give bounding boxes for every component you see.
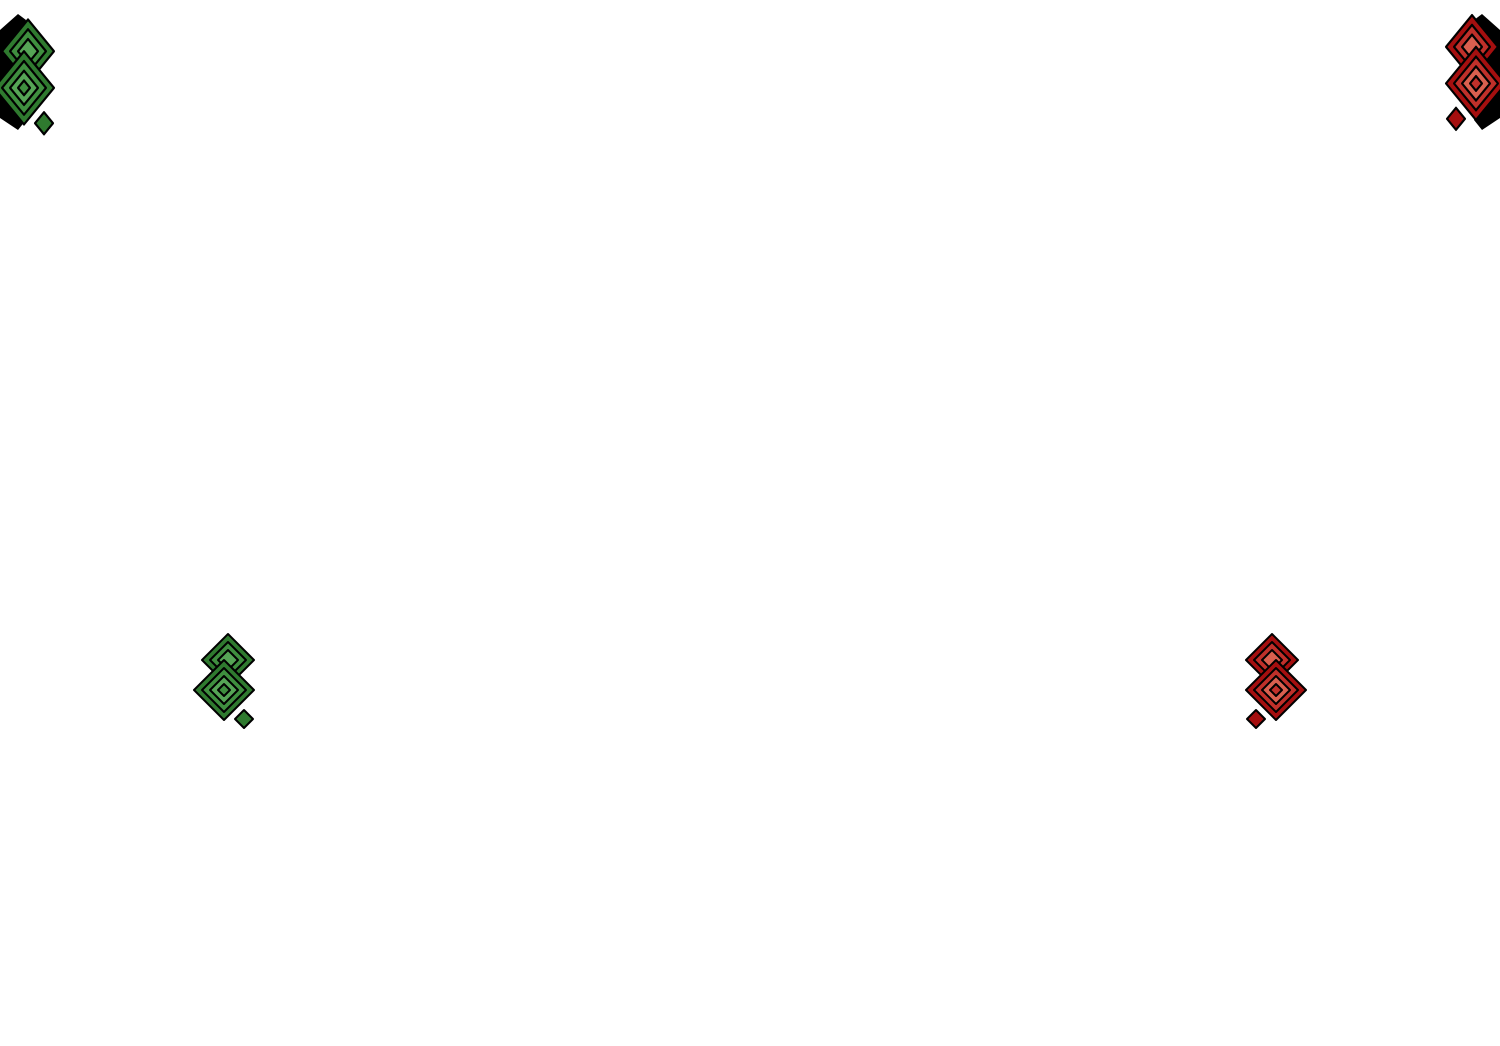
corner-ornament-right [1444, 13, 1500, 132]
corner-ornament-left [0, 14, 56, 136]
ornament-right [1245, 633, 1307, 729]
ornament-left [193, 633, 255, 729]
